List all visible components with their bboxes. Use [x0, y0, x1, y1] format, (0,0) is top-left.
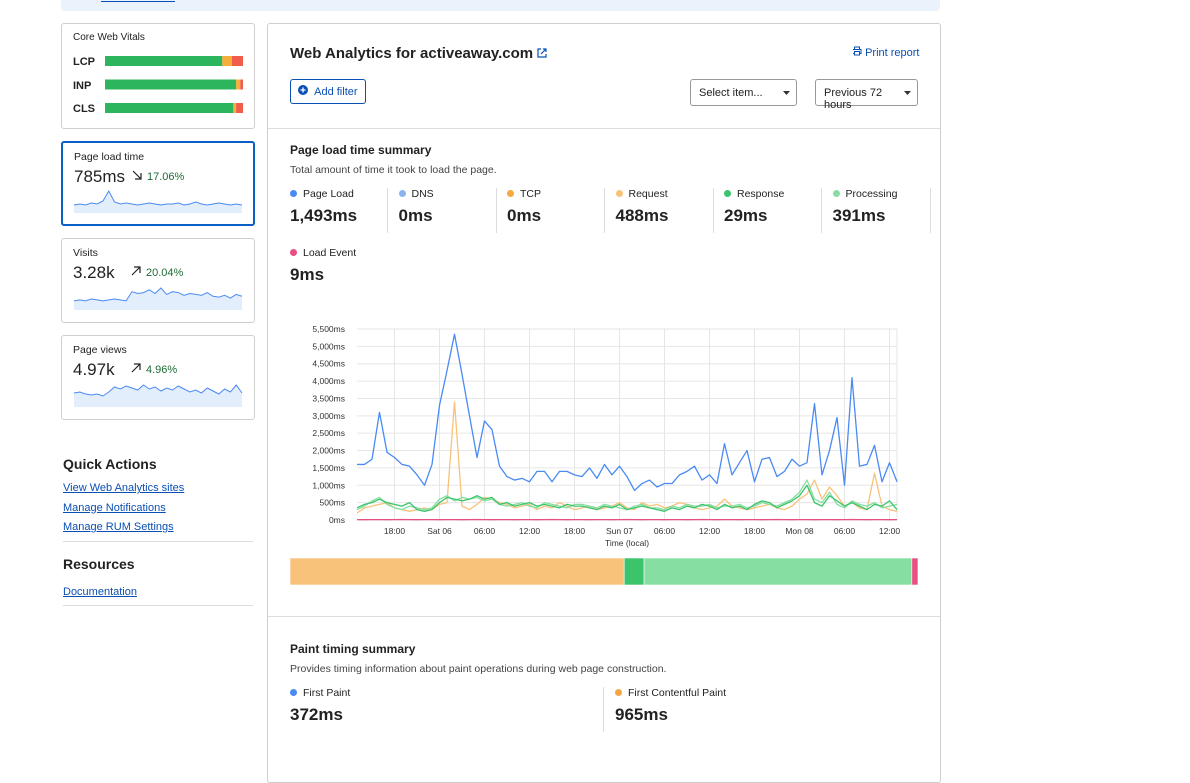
quick-actions-title: Quick Actions — [63, 456, 157, 472]
metric: DNS 0ms — [399, 188, 497, 233]
card-value: 785ms — [74, 167, 125, 187]
metric-name: TCP — [520, 188, 541, 200]
section-title: Paint timing summary — [290, 642, 415, 656]
print-text: Print report — [865, 47, 919, 59]
sidebar-link[interactable]: Manage RUM Settings — [63, 521, 174, 533]
metric-name: Page Load — [303, 188, 354, 200]
metric-dot — [724, 190, 731, 197]
metric-dot — [290, 190, 297, 197]
add-filter-button[interactable]: Add filter — [290, 79, 366, 104]
metric-dot — [290, 689, 297, 696]
vitals-title: Core Web Vitals — [73, 32, 145, 43]
metric-value: 0ms — [507, 206, 541, 226]
divider — [63, 605, 253, 606]
metric-value: 965ms — [615, 705, 668, 725]
external-icon[interactable] — [537, 48, 547, 58]
metric: Load Event 9ms — [290, 247, 387, 292]
section-description: Provides timing information about paint … — [290, 663, 666, 675]
metric-card[interactable]: Page views 4.97k 4.96% — [61, 335, 255, 420]
metric-name: First Contentful Paint — [628, 687, 726, 699]
metric-value: 488ms — [616, 206, 669, 226]
select-dropdown[interactable]: Select item... — [690, 79, 797, 106]
banner-link[interactable] — [101, 0, 175, 2]
card-value: 4.97k — [73, 360, 115, 380]
section-description: Total amount of time it took to load the… — [290, 164, 497, 176]
section-title: Page load time summary — [290, 143, 431, 157]
metric-value: 1,493ms — [290, 206, 357, 226]
metric-dot — [833, 190, 840, 197]
divider — [268, 616, 940, 617]
divider — [63, 541, 253, 542]
metric-label: Load Event — [290, 247, 356, 259]
caret — [783, 91, 790, 96]
metric-value: 372ms — [290, 705, 343, 725]
metric-card[interactable]: Page load time 785ms 17.06% — [61, 141, 255, 226]
metric: Request 488ms — [616, 188, 714, 233]
card-change: 20.04% — [131, 266, 183, 279]
metric: Response 29ms — [724, 188, 822, 233]
metric-label: Processing — [833, 188, 898, 200]
metric-label: Request — [616, 188, 668, 200]
metric-label: DNS — [399, 188, 434, 200]
plus-icon — [298, 85, 308, 95]
title-text: Web Analytics for activeaway.com — [290, 45, 533, 62]
metric-name: Processing — [846, 188, 898, 200]
card-value: 3.28k — [73, 263, 115, 283]
metric-dot — [615, 689, 622, 696]
vital-label: CLS — [73, 103, 95, 115]
metric-label: Page Load — [290, 188, 354, 200]
card-title: Page views — [73, 344, 127, 356]
sidebar-link[interactable]: View Web Analytics sites — [63, 482, 184, 494]
metric-card[interactable]: Visits 3.28k 20.04% — [61, 238, 255, 323]
vital-label: LCP — [73, 56, 95, 68]
metric-name: Request — [629, 188, 668, 200]
add-filter-text: Add filter — [314, 86, 357, 98]
vitals-card[interactable]: Core Web Vitals LCP INP CLS — [61, 23, 255, 129]
metric-label: First Contentful Paint — [615, 687, 726, 699]
metric-dot — [399, 190, 406, 197]
metric: Processing 391ms — [833, 188, 931, 233]
card-change-value: 20.04% — [146, 267, 183, 279]
metric-name: Response — [737, 188, 784, 200]
sidebar-link[interactable]: Documentation — [63, 586, 137, 598]
card-change-value: 17.06% — [147, 171, 184, 183]
metric-value: 0ms — [399, 206, 433, 226]
metric-dot — [507, 190, 514, 197]
metric-label: Response — [724, 188, 784, 200]
metric: Page Load 1,493ms — [290, 188, 388, 233]
metric-label: TCP — [507, 188, 541, 200]
card-change-value: 4.96% — [146, 364, 177, 376]
metric-label: First Paint — [290, 687, 350, 699]
metric-value: 391ms — [833, 206, 886, 226]
metric-name: Load Event — [303, 247, 356, 259]
card-title: Visits — [73, 247, 98, 259]
divider — [268, 128, 940, 129]
resources-title: Resources — [63, 556, 135, 572]
print-report[interactable]: Print report — [852, 46, 919, 59]
card-title: Page load time — [74, 151, 144, 163]
printer-icon — [852, 46, 862, 56]
card-change: 4.96% — [131, 363, 177, 376]
metric: First Paint 372ms — [290, 687, 604, 732]
card-change: 17.06% — [132, 170, 184, 183]
trend-icon — [131, 266, 141, 276]
trend-icon — [131, 363, 141, 373]
metric: TCP 0ms — [507, 188, 605, 233]
sidebar-link[interactable]: Manage Notifications — [63, 502, 166, 514]
metric-dot — [616, 190, 623, 197]
metric-value: 9ms — [290, 265, 324, 285]
select-text: Select item... — [699, 87, 763, 99]
page-title: Web Analytics for activeaway.com — [290, 45, 547, 62]
metric-name: DNS — [412, 188, 434, 200]
vital-label: INP — [73, 80, 91, 92]
metric: First Contentful Paint 965ms — [615, 687, 928, 732]
metric-name: First Paint — [303, 687, 350, 699]
caret — [904, 91, 911, 96]
trend-icon — [132, 170, 142, 180]
banner — [61, 0, 940, 11]
period-dropdown[interactable]: Previous 72 hours — [815, 79, 918, 106]
metric-value: 29ms — [724, 206, 767, 226]
metric-dot — [290, 249, 297, 256]
